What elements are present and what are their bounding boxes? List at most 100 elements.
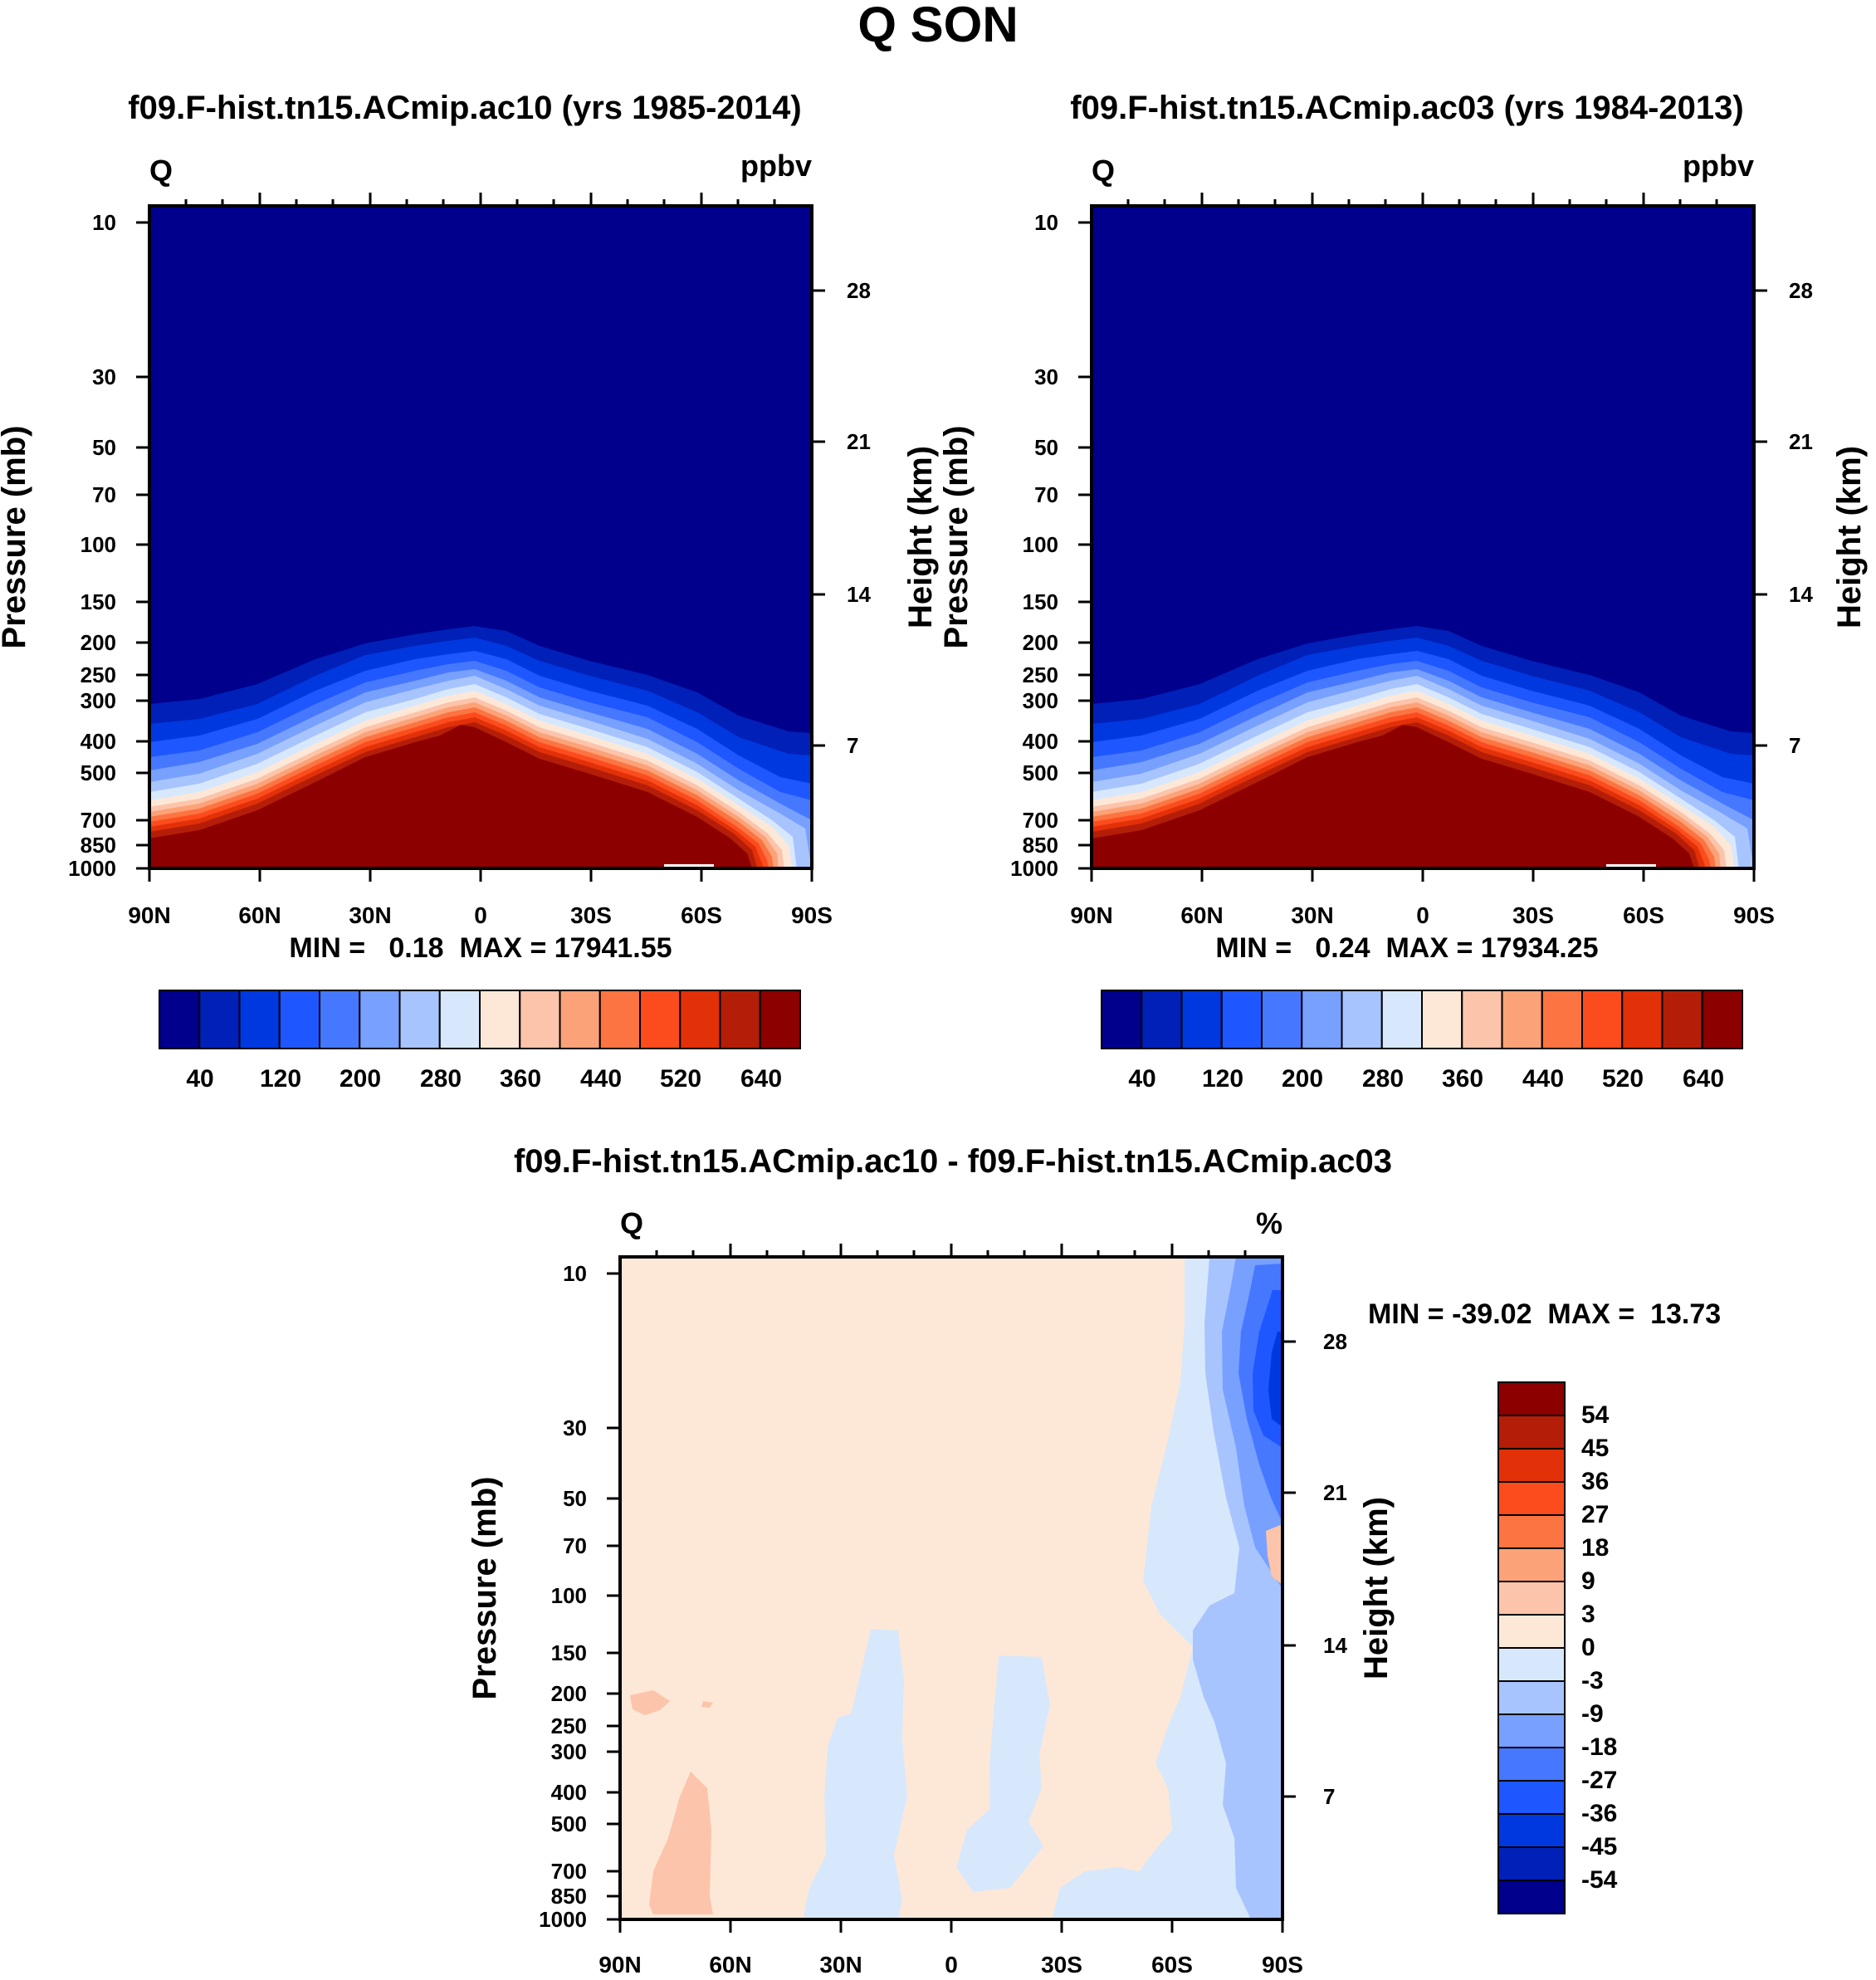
colorbar-swatch [1497, 1381, 1566, 1416]
colorbar-swatch [519, 990, 561, 1049]
colorbar-swatch [359, 990, 401, 1049]
colorbar-label: 45 [1581, 1435, 1609, 1462]
panel-ac10-colorbar-labels: 40 120 200 280 360 440 520 640 [186, 1065, 782, 1093]
panel-diff-y-tick: 250 [551, 1714, 587, 1738]
panel-diff-ticks [607, 1244, 1296, 1933]
colorbar-swatch [1301, 990, 1343, 1049]
panel-ac10-missing-strip [664, 864, 714, 868]
panel-ac03-y-tick: 100 [1023, 532, 1058, 557]
colorbar-label: 200 [340, 1065, 381, 1093]
colorbar-swatch [1621, 990, 1663, 1049]
panel-diff-y-tick: 150 [551, 1640, 587, 1665]
panel-diff-y-tick: 700 [551, 1859, 587, 1884]
panel-ac03-x-tick: 90S [1733, 902, 1775, 928]
panel-diff-y-tick: 300 [551, 1739, 587, 1764]
colorbar-swatch [1461, 990, 1503, 1049]
panel-ac03-units-label: ppbv [1683, 149, 1754, 183]
panel-ac03-y-tick: 300 [1023, 688, 1058, 713]
panel-ac10-y-tick: 300 [81, 688, 116, 713]
panel-ac10-x-tick: 60S [681, 902, 722, 928]
panel-diff-x-tick: 60N [709, 1952, 751, 1978]
panel-ac03-stats: MIN = 0.24 MAX = 17934.25 [1215, 932, 1598, 964]
panel-diff-height-tick: 14 [1323, 1633, 1347, 1658]
panel-ac10-y-tick: 70 [92, 482, 116, 507]
panel-ac03-y-tick: 850 [1023, 833, 1058, 858]
panel-diff-y-tick: 850 [551, 1884, 587, 1909]
colorbar-label: -9 [1581, 1700, 1604, 1728]
colorbar-label: 520 [1602, 1065, 1644, 1093]
panel-ac03-y-tick-labels: 10 30 50 70 100 150 200 250 300 400 500 … [1010, 210, 1058, 881]
colorbar-label: 440 [1522, 1065, 1564, 1093]
panel-diff-y-tick-labels: 10 30 50 70 100 150 200 250 300 400 500 … [539, 1261, 587, 1932]
colorbar-swatch [1497, 1547, 1566, 1582]
panel-ac03-variable-label: Q [1092, 154, 1115, 188]
colorbar-swatch [278, 990, 320, 1049]
panel-diff-x-tick: 60S [1151, 1952, 1193, 1978]
panel-diff-x-tick: 30S [1041, 1952, 1082, 1978]
colorbar-swatch [1497, 1714, 1566, 1748]
panel-ac10-y-tick: 30 [92, 364, 116, 389]
panel-ac03-y-right-tick-labels: 28 21 14 7 [1789, 278, 1813, 758]
panel-ac10-y-tick: 700 [81, 808, 116, 833]
panel-ac10-height-tick: 21 [847, 429, 871, 454]
colorbar-label: -45 [1581, 1833, 1617, 1860]
panel-diff-ylabel: Pressure (mb) [467, 1477, 503, 1700]
panel-ac10-x-tick: 90S [791, 902, 833, 928]
panel-ac03-ticks [1078, 193, 1767, 882]
colorbar-label: 640 [1683, 1065, 1724, 1093]
colorbar-label: 40 [186, 1065, 213, 1093]
panel-diff-y-tick: 30 [563, 1415, 587, 1440]
colorbar-swatch [1497, 1514, 1566, 1549]
panel-diff-units-label: % [1256, 1206, 1282, 1240]
panel-ac10-y-tick: 10 [92, 210, 116, 235]
panel-ac10-y-tick-labels: 10 30 50 70 100 150 200 250 300 400 500 … [68, 210, 116, 881]
panel-diff-x-tick: 90S [1262, 1952, 1303, 1978]
panel-diff-y-tick: 400 [551, 1780, 587, 1805]
colorbar-swatch [319, 990, 361, 1049]
colorbar-label: 440 [580, 1065, 622, 1093]
panel-diff-y-tick: 50 [563, 1486, 587, 1511]
colorbar-swatch [759, 990, 801, 1049]
panel-diff-x-tick: 0 [945, 1952, 958, 1978]
colorbar-label: 640 [740, 1065, 782, 1093]
colorbar-label: 36 [1581, 1468, 1609, 1495]
panel-ac03: f09.F-hist.tn15.ACmip.ac03 (yrs 1984-201… [938, 90, 1868, 1093]
panel-ac10-y-tick: 500 [81, 760, 116, 785]
colorbar-swatch [1701, 990, 1743, 1049]
panel-ac10-x-tick: 60N [238, 902, 281, 928]
panel-ac03-y-tick: 30 [1034, 364, 1058, 389]
panel-ac10: f09.F-hist.tn15.ACmip.ac10 (yrs 1985-201… [0, 90, 939, 1093]
colorbar-swatch [1497, 1680, 1566, 1715]
panel-ac03-ylabel-right: Height (km) [1831, 446, 1868, 628]
panel-ac03-x-tick: 90N [1070, 902, 1112, 928]
colorbar-swatch [398, 990, 441, 1049]
panel-ac03-y-tick: 200 [1023, 630, 1058, 655]
panel-ac10-x-tick: 30N [349, 902, 391, 928]
colorbar-label: -3 [1581, 1667, 1604, 1694]
colorbar-swatch [559, 990, 601, 1049]
colorbar-label: 3 [1581, 1601, 1595, 1628]
panel-diff-colorbar: 54 45 36 27 18 9 3 0 -3 -9 -18 -27 -36 -… [1497, 1381, 1618, 1914]
colorbar-swatch [1101, 990, 1143, 1049]
panel-ac03-height-tick: 21 [1789, 429, 1813, 454]
panel-diff-height-tick: 28 [1323, 1329, 1347, 1354]
colorbar-label: 0 [1581, 1634, 1595, 1661]
panel-ac03-y-tick: 70 [1034, 482, 1058, 507]
panel-ac10-ylabel-right: Height (km) [902, 446, 939, 628]
colorbar-swatch [639, 990, 682, 1049]
panel-ac03-y-tick: 400 [1023, 729, 1058, 754]
panel-ac03-y-tick: 150 [1023, 589, 1058, 614]
panel-diff-y-right-tick-labels: 28 21 14 7 [1323, 1329, 1347, 1809]
panel-diff-y-tick: 100 [551, 1583, 587, 1608]
panel-ac10-y-tick: 400 [81, 729, 116, 754]
panel-ac03-y-tick: 700 [1023, 808, 1058, 833]
colorbar-label: 200 [1282, 1065, 1323, 1093]
panel-ac10-plot-area: 90N 60N 30N 0 30S 60S 90S 10 30 50 70 10… [0, 193, 939, 964]
panel-ac03-ylabel: Pressure (mb) [938, 426, 975, 649]
panel-diff-height-tick: 7 [1323, 1784, 1335, 1809]
panel-ac10-y-tick: 100 [81, 532, 116, 557]
colorbar-swatch [719, 990, 761, 1049]
panel-diff-y-tick: 10 [563, 1261, 587, 1286]
panel-ac03-x-tick: 0 [1416, 902, 1429, 928]
panel-ac03-title: f09.F-hist.tn15.ACmip.ac03 (yrs 1984-201… [1070, 90, 1743, 126]
